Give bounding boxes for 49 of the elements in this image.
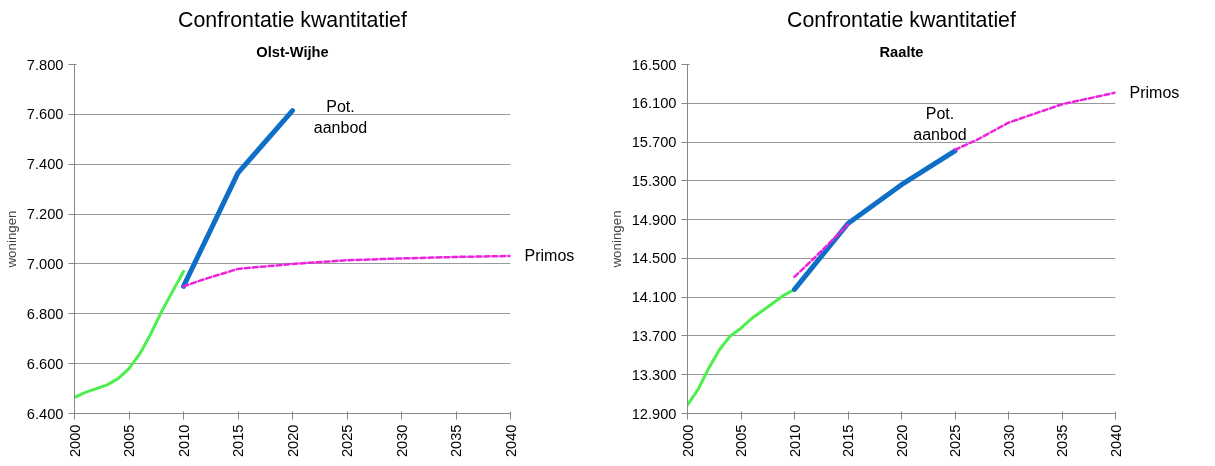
x-tick-label: 2015 bbox=[230, 424, 246, 458]
x-tick-label: 2035 bbox=[448, 424, 464, 458]
chart-subtitle: Raalte bbox=[879, 43, 924, 60]
chart-title: Confrontatie kwantitatief bbox=[178, 7, 407, 32]
x-tick-label: 2025 bbox=[947, 424, 963, 458]
line-series bbox=[74, 269, 185, 399]
y-tick-label: 15.300 bbox=[631, 172, 677, 189]
x-tick-label: 2005 bbox=[733, 424, 749, 458]
y-tick-label: 16.100 bbox=[631, 95, 677, 112]
x-tick-label: 2040 bbox=[1107, 424, 1124, 458]
y-tick-label: 6.600 bbox=[26, 355, 64, 372]
chart-subtitle: Olst-Wijhe bbox=[256, 43, 329, 60]
x-tick-label: 2000 bbox=[66, 424, 83, 458]
y-tick-label: 16.500 bbox=[631, 56, 677, 73]
y-tick-label: 6.400 bbox=[26, 405, 64, 422]
chart-title: Confrontatie kwantitatief bbox=[787, 7, 1016, 32]
x-tick-label: 2030 bbox=[1000, 424, 1017, 458]
y-tick-label: 13.300 bbox=[631, 366, 677, 383]
y-tick-label: 13.700 bbox=[631, 327, 677, 344]
x-tick-label: 2040 bbox=[502, 424, 519, 458]
y-tick-label: 7.800 bbox=[26, 56, 64, 73]
y-tick-label: 14.100 bbox=[631, 289, 677, 306]
y-axis-title: woningen bbox=[3, 210, 19, 269]
y-tick-label: 14.900 bbox=[631, 211, 677, 228]
x-tick-label: 2020 bbox=[893, 424, 910, 458]
y-tick-label: 7.200 bbox=[26, 206, 64, 223]
x-tick-label: 2010 bbox=[175, 424, 192, 458]
line-series bbox=[182, 254, 511, 288]
x-tick-label: 2005 bbox=[121, 424, 137, 458]
y-tick-label: 14.500 bbox=[631, 250, 677, 267]
series-label: Pot. aanbod bbox=[313, 98, 368, 136]
y-tick-label: 7.000 bbox=[26, 255, 64, 272]
y-tick-label: 12.900 bbox=[631, 405, 677, 422]
line-series bbox=[687, 287, 796, 407]
y-tick-label: 7.400 bbox=[26, 156, 64, 173]
series-label: Primos bbox=[1129, 84, 1180, 102]
series-label: Pot. aanbod bbox=[913, 105, 967, 143]
series-label: Primos bbox=[524, 247, 575, 265]
y-axis-title: woningen bbox=[608, 210, 624, 269]
y-tick-label: 7.600 bbox=[26, 106, 64, 123]
y-tick-label: 15.700 bbox=[631, 134, 677, 151]
x-tick-label: 2030 bbox=[393, 424, 410, 458]
x-tick-label: 2020 bbox=[284, 424, 301, 458]
x-tick-label: 2010 bbox=[786, 424, 803, 458]
x-tick-label: 2000 bbox=[679, 424, 696, 458]
x-tick-label: 2035 bbox=[1054, 424, 1070, 458]
x-tick-label: 2025 bbox=[339, 424, 355, 458]
x-tick-label: 2015 bbox=[840, 424, 856, 458]
y-tick-label: 6.800 bbox=[26, 305, 64, 322]
